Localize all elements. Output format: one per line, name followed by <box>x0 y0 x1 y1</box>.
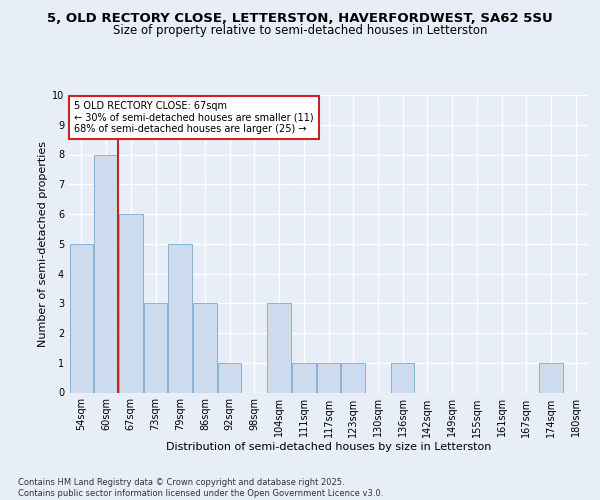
X-axis label: Distribution of semi-detached houses by size in Letterston: Distribution of semi-detached houses by … <box>166 442 491 452</box>
Bar <box>218 363 241 392</box>
Bar <box>70 244 93 392</box>
Bar <box>94 154 118 392</box>
Text: 5, OLD RECTORY CLOSE, LETTERSTON, HAVERFORDWEST, SA62 5SU: 5, OLD RECTORY CLOSE, LETTERSTON, HAVERF… <box>47 12 553 26</box>
Text: Contains HM Land Registry data © Crown copyright and database right 2025.
Contai: Contains HM Land Registry data © Crown c… <box>18 478 383 498</box>
Bar <box>119 214 143 392</box>
Bar <box>341 363 365 392</box>
Text: Size of property relative to semi-detached houses in Letterston: Size of property relative to semi-detach… <box>113 24 487 37</box>
Y-axis label: Number of semi-detached properties: Number of semi-detached properties <box>38 141 48 347</box>
Bar <box>169 244 192 392</box>
Bar <box>193 303 217 392</box>
Bar <box>317 363 340 392</box>
Text: 5 OLD RECTORY CLOSE: 67sqm
← 30% of semi-detached houses are smaller (11)
68% of: 5 OLD RECTORY CLOSE: 67sqm ← 30% of semi… <box>74 101 314 134</box>
Bar <box>144 303 167 392</box>
Bar <box>539 363 563 392</box>
Bar <box>268 303 291 392</box>
Bar <box>391 363 415 392</box>
Bar <box>292 363 316 392</box>
